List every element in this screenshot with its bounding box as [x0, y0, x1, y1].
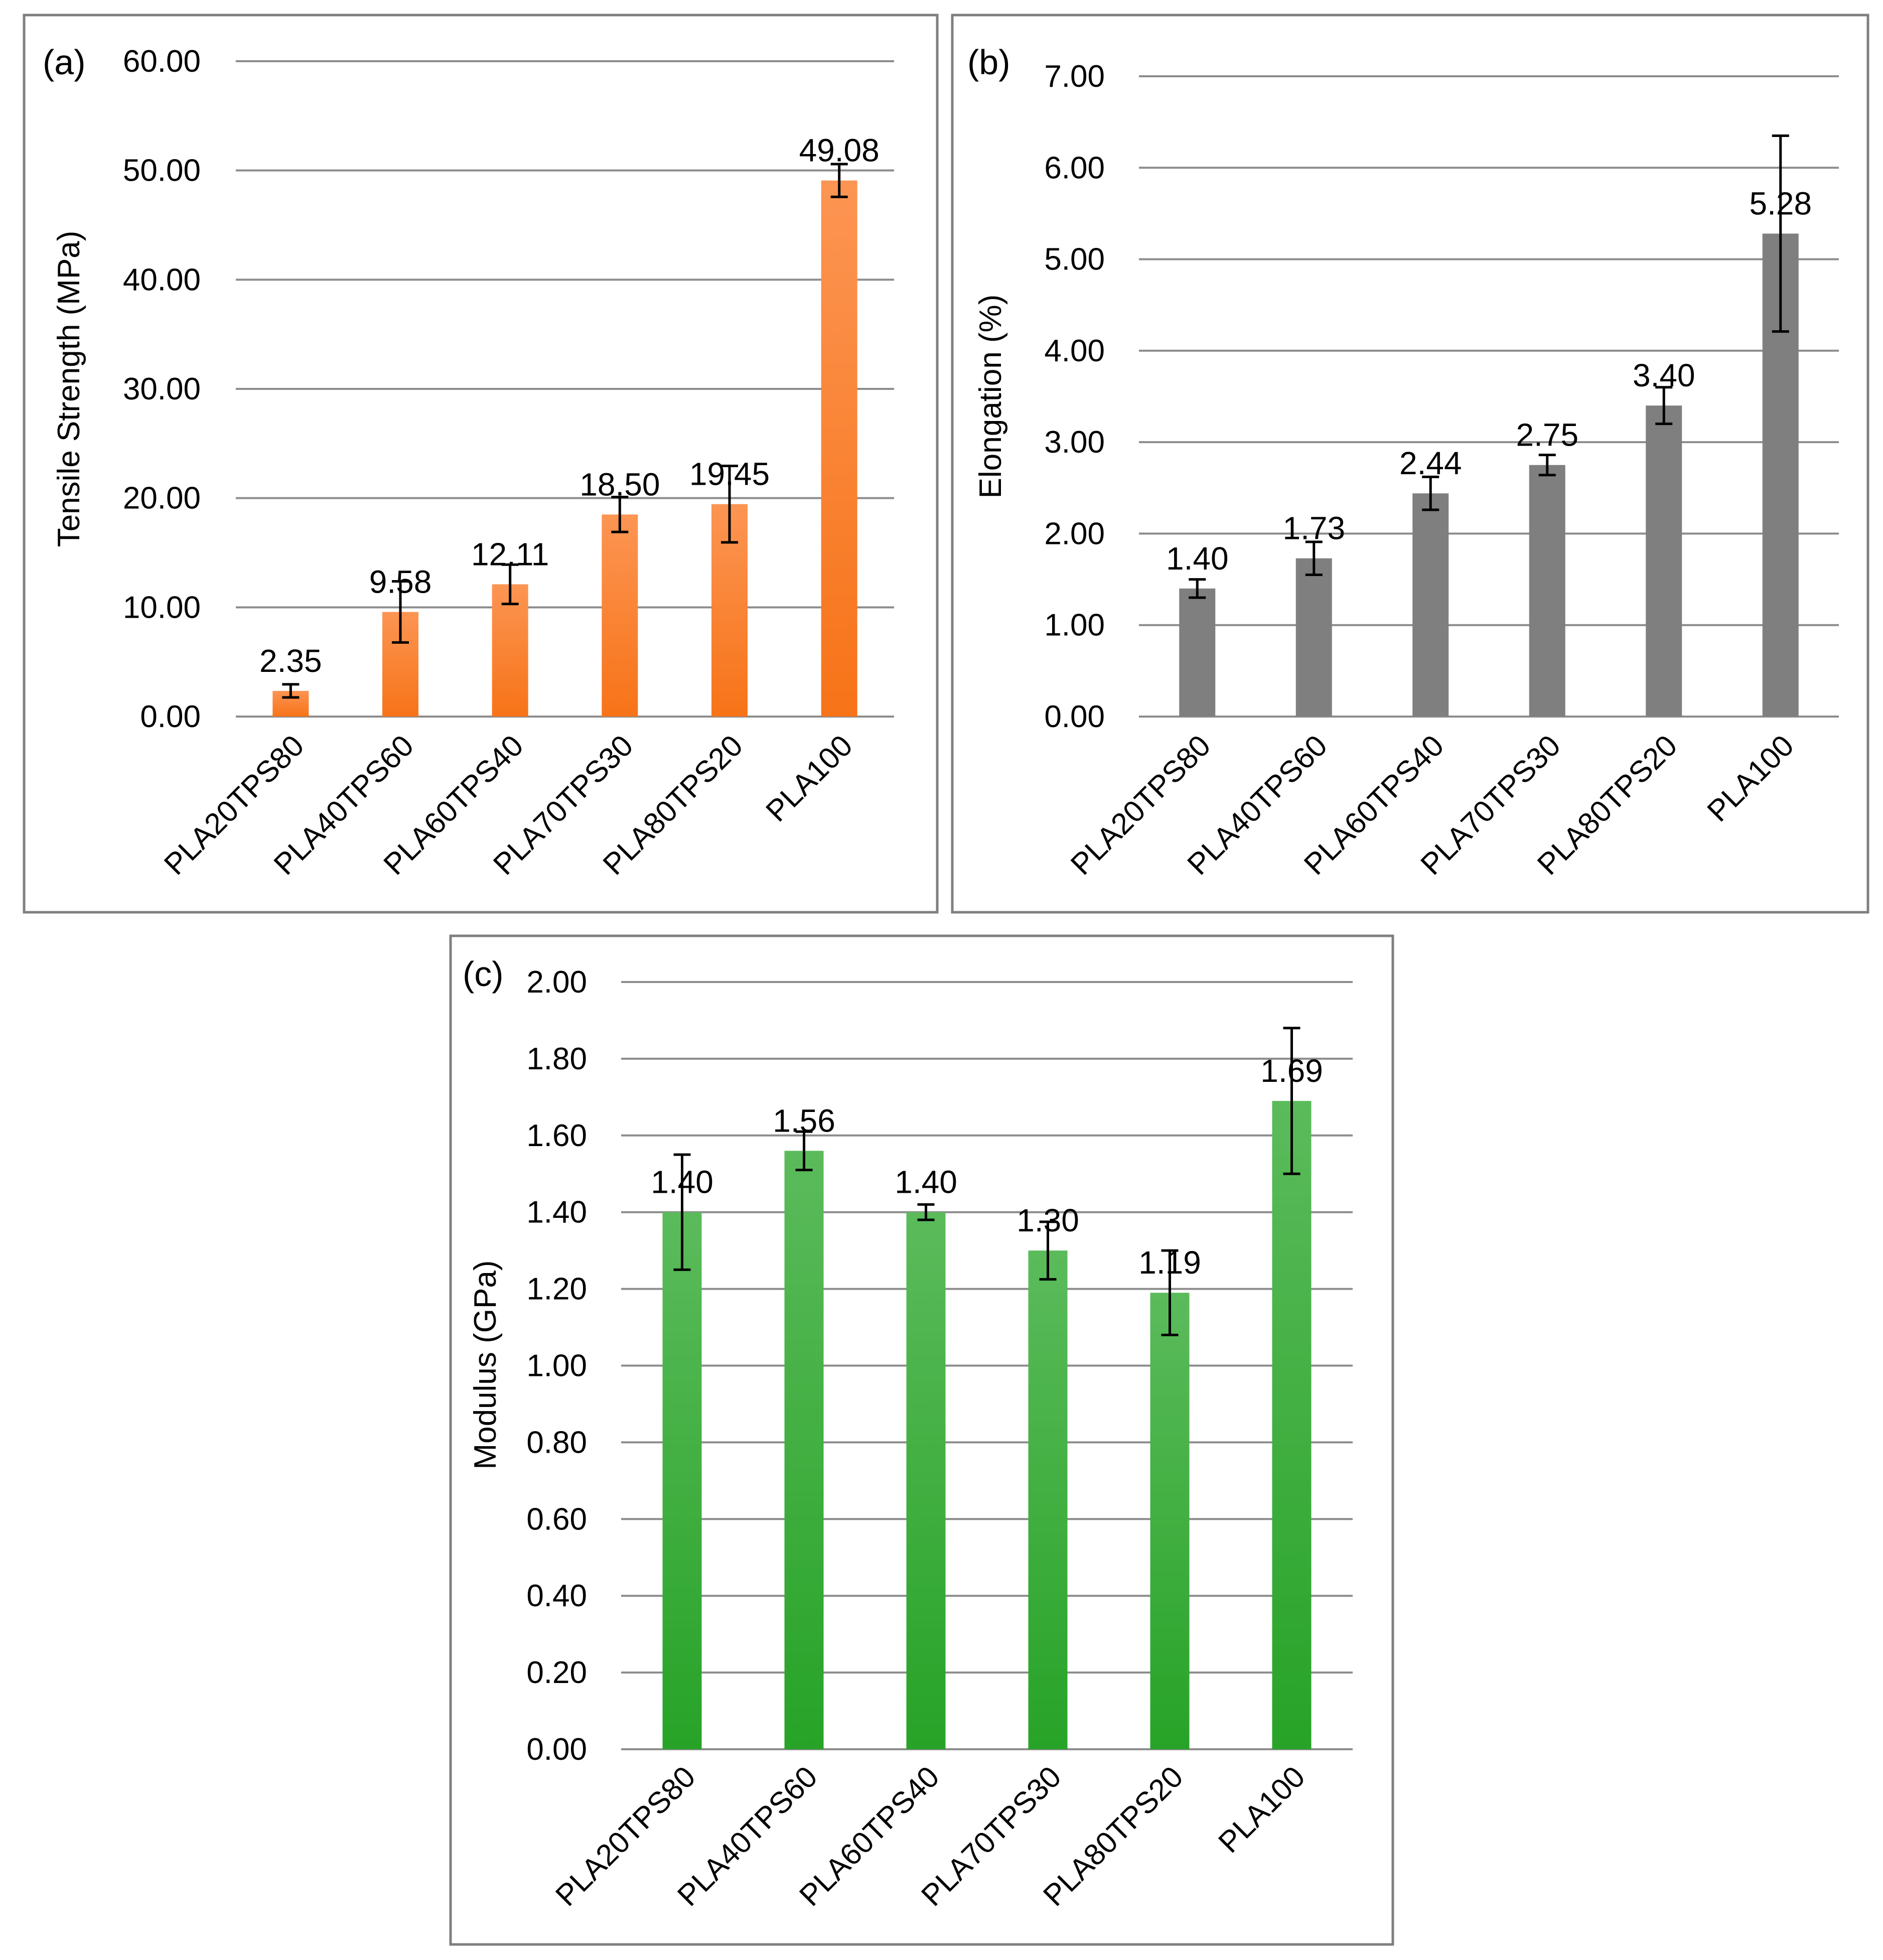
data-label: 2.75	[1516, 417, 1578, 453]
chart-panel-c: (c) 0.00 0.20 0.40 0.60 0.80 1.00 1.20 1.40 1.60…	[449, 934, 1394, 1946]
data-label: 1.40	[651, 1164, 713, 1200]
bar	[1150, 1293, 1190, 1749]
plot-area: 0.00 10.00 20.00 30.00 40.00 50.00 60.00 Tensil…	[52, 44, 894, 881]
y-axis-title: Tensile Strength (MPa)	[52, 231, 86, 547]
y-tick-label: 2.00	[526, 965, 587, 1000]
y-axis-title: Modulus (GPa)	[468, 1261, 503, 1470]
panel-label: (b)	[967, 43, 1010, 82]
y-tick-label: 60.00	[123, 44, 201, 79]
y-axis-title: Elongation (%)	[973, 295, 1008, 499]
y-tick-label: 1.40	[526, 1195, 587, 1230]
y-tick-label: 1.00	[1044, 608, 1105, 643]
y-tick-label: 50.00	[123, 154, 201, 188]
y-tick-label: 7.00	[1044, 59, 1105, 94]
bar	[492, 584, 528, 717]
chart-panel-a: (a) 0.00 10.00 20.00 30.00 40.00 50.00 60.00 Te…	[23, 14, 939, 914]
bar	[662, 1212, 702, 1749]
data-label: 9.58	[369, 564, 432, 600]
bar	[821, 180, 857, 717]
bar	[1646, 405, 1682, 717]
y-tick-label: 0.00	[526, 1732, 587, 1767]
y-tick-label: 40.00	[123, 262, 201, 297]
y-tick-label: 1.80	[526, 1042, 587, 1076]
bar	[602, 514, 638, 717]
chart-panel-b: (b) 0.00 1.00 2.00 3.00 4.00 5.00 6.00 7.00 Elon…	[951, 14, 1869, 914]
data-label: 1.40	[1166, 540, 1229, 577]
x-tick-label: PLA100	[1701, 729, 1800, 828]
y-tick-label: 0.00	[140, 699, 201, 734]
y-tick-label: 4.00	[1044, 334, 1105, 368]
plot-area: 0.00 0.20 0.40 0.60 0.80 1.00 1.20 1.40 1.60 1.80…	[468, 965, 1353, 1912]
panel-frame	[449, 934, 1394, 1946]
panel-label: (a)	[43, 43, 86, 82]
bar	[1028, 1250, 1068, 1749]
panel-label: (c)	[463, 954, 504, 994]
panel-frame	[23, 14, 939, 914]
y-tick-label: 2.00	[1044, 516, 1105, 551]
bar	[784, 1151, 824, 1749]
data-label: 3.40	[1633, 357, 1695, 393]
bar	[1179, 588, 1216, 717]
y-tick-label: 3.00	[1044, 425, 1105, 460]
bar	[1412, 493, 1449, 717]
data-label: 1.69	[1260, 1053, 1323, 1089]
data-label: 5.28	[1749, 186, 1812, 222]
y-tick-label: 6.00	[1044, 151, 1105, 185]
bar	[1272, 1100, 1312, 1749]
x-tick-label: PLA100	[1212, 1760, 1311, 1859]
y-tick-label: 1.60	[526, 1118, 587, 1153]
data-label: 12.11	[471, 536, 549, 572]
data-label: 1.40	[895, 1164, 957, 1200]
y-tick-label: 1.20	[526, 1272, 587, 1307]
bar	[1529, 465, 1565, 717]
data-label: 1.19	[1138, 1244, 1201, 1281]
y-tick-label: 20.00	[123, 481, 201, 516]
data-label: 19.45	[689, 456, 770, 492]
data-label: 2.44	[1399, 445, 1462, 481]
data-label: 1.73	[1282, 510, 1345, 546]
data-label: 18.50	[580, 466, 660, 502]
data-label: 1.30	[1017, 1202, 1079, 1238]
y-tick-label: 1.00	[526, 1349, 587, 1383]
data-label: 2.35	[259, 643, 322, 679]
y-tick-label: 0.40	[526, 1579, 587, 1613]
y-tick-label: 10.00	[123, 590, 201, 625]
y-tick-label: 0.80	[526, 1425, 587, 1460]
plot-area: 0.00 1.00 2.00 3.00 4.00 5.00 6.00 7.00 Elongati…	[973, 59, 1839, 881]
bar	[906, 1212, 946, 1749]
y-tick-label: 0.20	[526, 1655, 587, 1690]
y-tick-label: 30.00	[123, 372, 201, 406]
y-tick-label: 0.00	[1044, 699, 1105, 734]
bar	[1295, 558, 1332, 717]
data-label: 1.56	[773, 1102, 835, 1139]
panel-frame	[951, 14, 1869, 914]
y-tick-label: 5.00	[1044, 242, 1105, 277]
y-tick-label: 0.60	[526, 1502, 587, 1536]
data-label: 49.08	[799, 132, 880, 169]
x-tick-label: PLA100	[760, 729, 859, 828]
